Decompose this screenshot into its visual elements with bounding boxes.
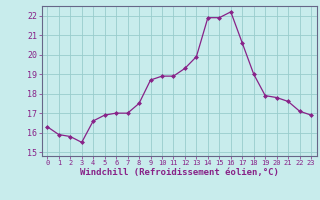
X-axis label: Windchill (Refroidissement éolien,°C): Windchill (Refroidissement éolien,°C) (80, 168, 279, 177)
